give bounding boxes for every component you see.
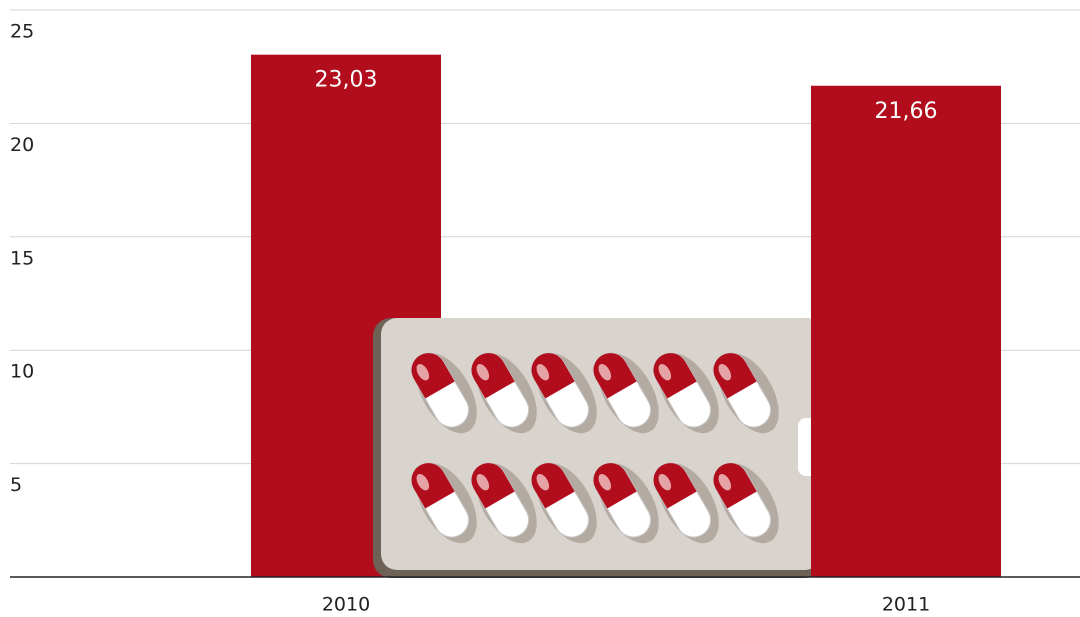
y-tick-label: 25	[10, 21, 34, 43]
x-tick-label: 2010	[322, 594, 370, 616]
y-tick-label: 10	[10, 361, 34, 383]
value-label: 23,03	[315, 68, 378, 93]
y-tick-label: 15	[10, 247, 34, 269]
y-tick-label: 5	[10, 474, 22, 496]
value-label: 21,66	[875, 99, 938, 124]
blister-pack	[373, 318, 823, 578]
x-tick-label: 2011	[882, 594, 930, 616]
bar	[811, 85, 1001, 578]
y-tick-label: 20	[10, 134, 34, 156]
bars-front: 21,66	[811, 85, 1001, 578]
